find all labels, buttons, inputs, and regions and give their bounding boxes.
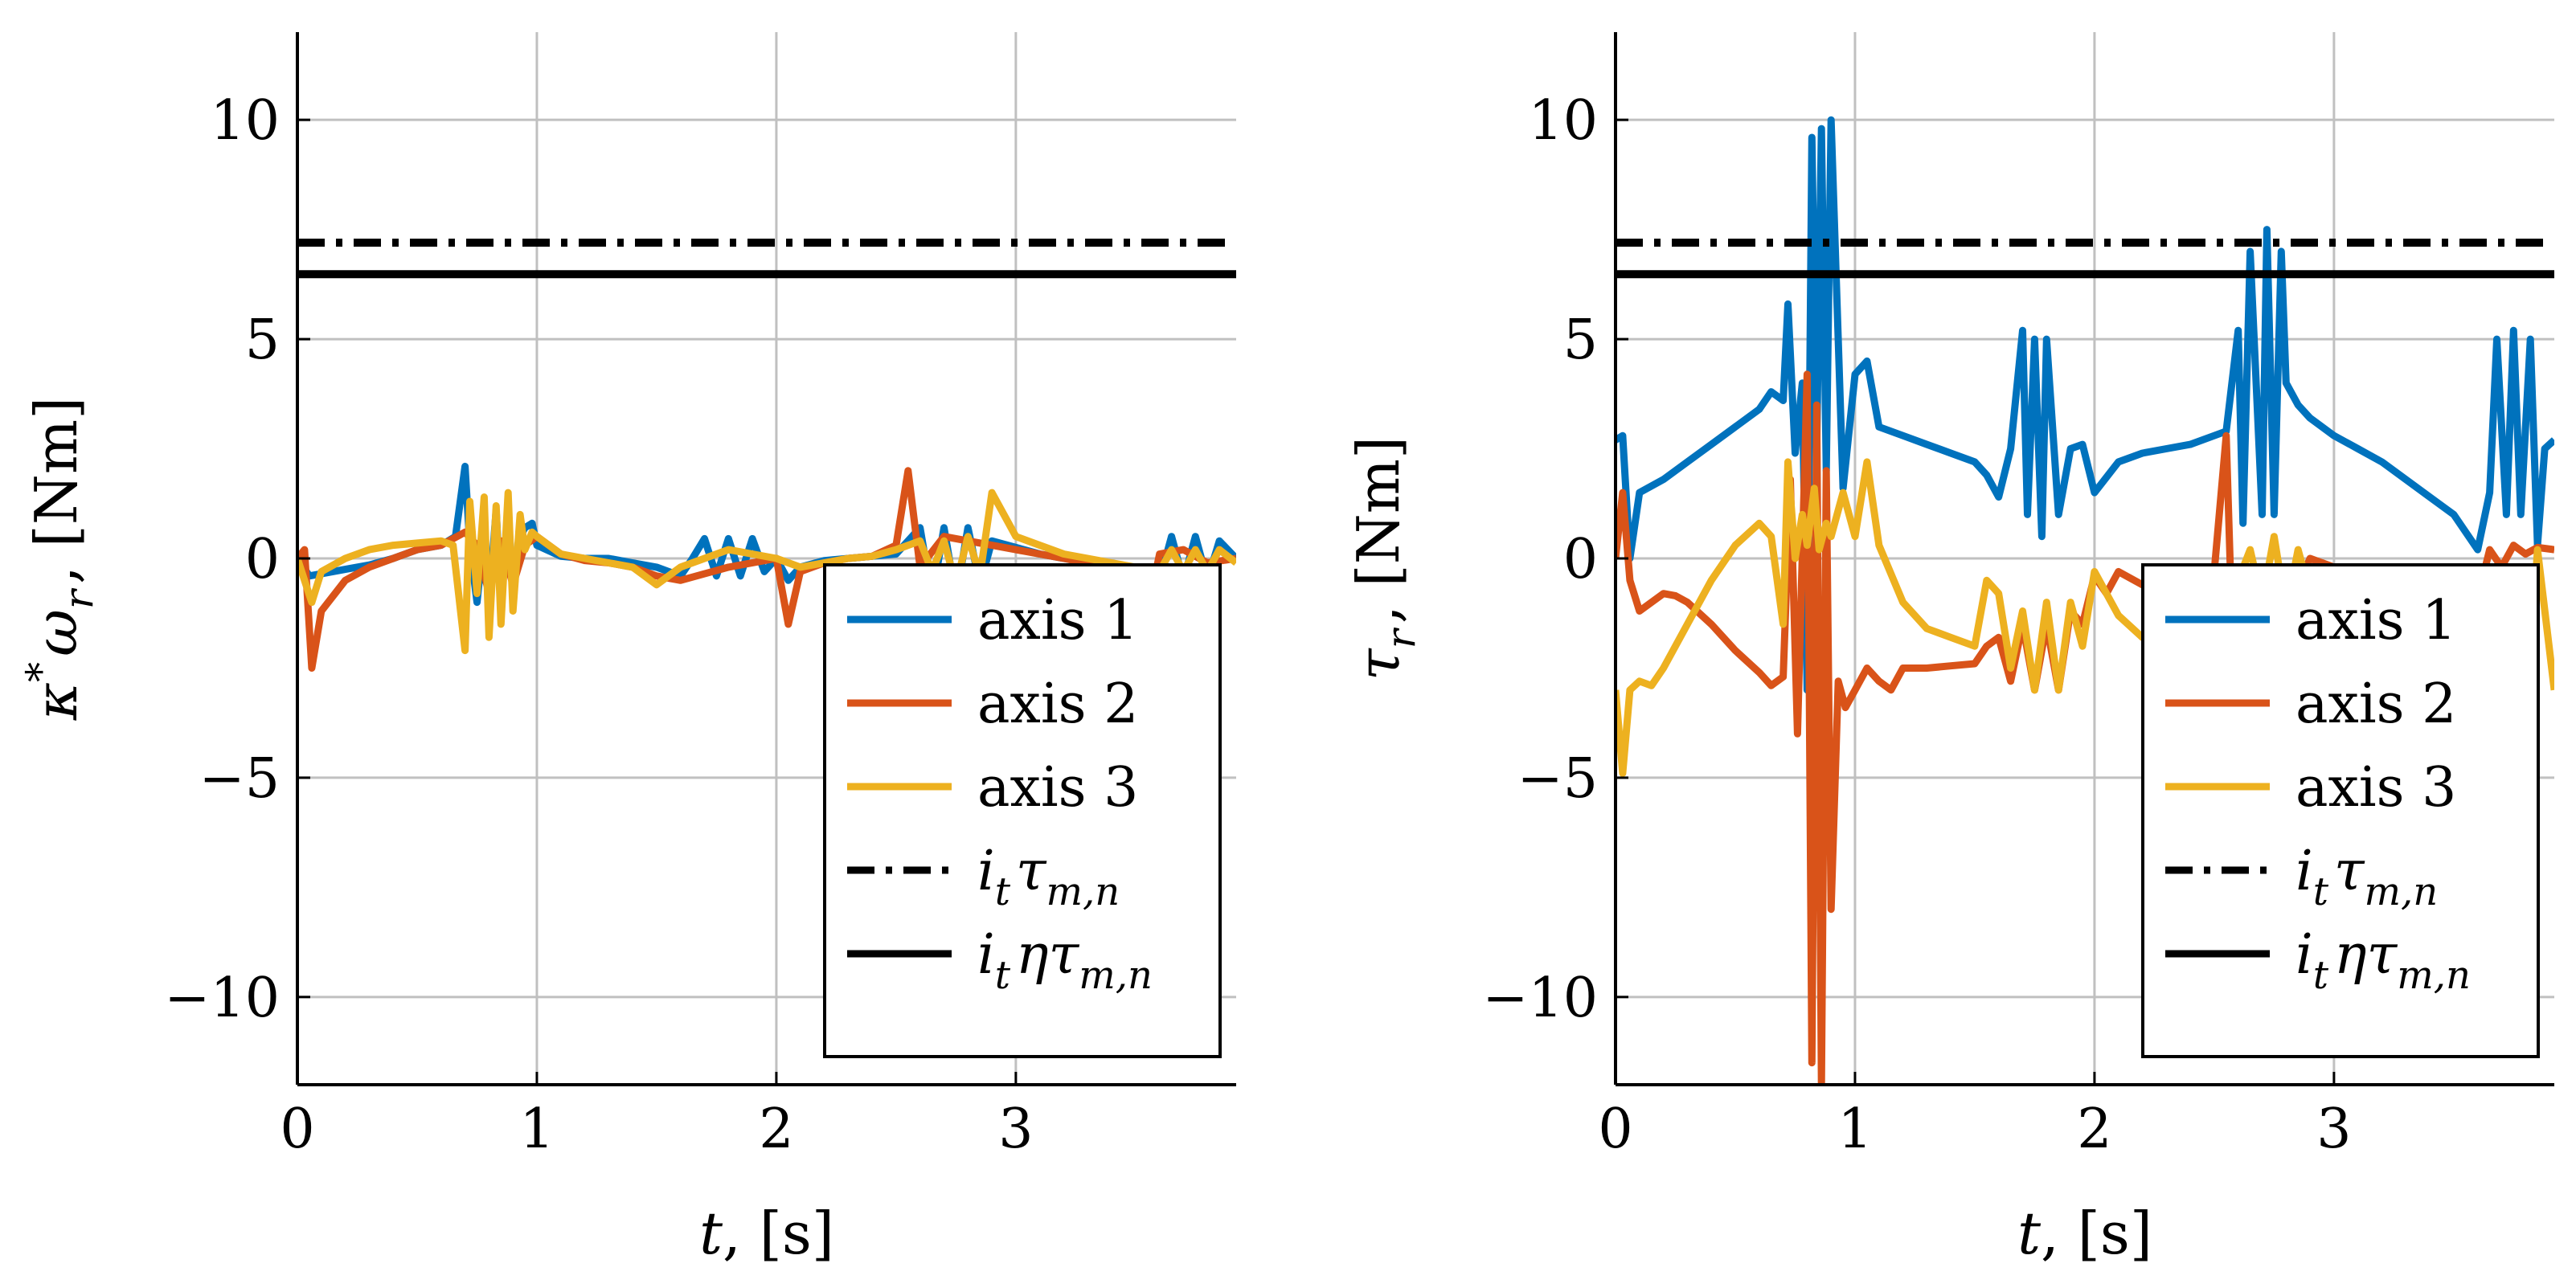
legend-label: axis 2 [977, 673, 1138, 736]
y-tick-label: −10 [1482, 967, 1598, 1030]
legend-label: it τm,n [977, 840, 1125, 914]
x-tick-label: 0 [1598, 1098, 1632, 1161]
legend-label: axis 1 [2295, 589, 2456, 652]
x-tick-label: 2 [759, 1098, 793, 1161]
legend-label: axis 1 [977, 589, 1138, 652]
chart-panel-2: 0 1 2 3 −10 −5 0 5 10 t, [s] τr , [Nm] axis 1 axis 2… [1345, 32, 2554, 1267]
x-tick-label: 1 [519, 1098, 554, 1161]
ticks: 0 1 2 3 −10 −5 0 5 10 [164, 89, 1033, 1161]
x-tick-label: 3 [2316, 1098, 2351, 1161]
legend: axis 1 axis 2 axis 3 it τm,n it ητm,n [2141, 563, 2540, 1058]
series-line-axis-3 [297, 489, 1236, 655]
x-tick-label: 1 [1837, 1098, 1872, 1161]
y-tick-label: 5 [1563, 309, 1598, 372]
x-axis-label: t, [s] [699, 1200, 834, 1267]
y-tick-label: 10 [210, 89, 280, 153]
legend-label: axis 3 [977, 756, 1138, 820]
y-tick-label: −10 [164, 967, 280, 1030]
legend-label: axis 3 [2295, 756, 2456, 820]
legend-box [2141, 563, 2540, 1058]
ticks: 0 1 2 3 −10 −5 0 5 10 [1482, 89, 2351, 1161]
series-line-axis-1 [1616, 116, 2554, 694]
y-tick-label: 5 [245, 309, 280, 372]
legend-box [823, 563, 1222, 1058]
x-tick-label: 3 [998, 1098, 1033, 1161]
series-group [297, 239, 1236, 672]
x-tick-label: 2 [2077, 1098, 2111, 1161]
y-tick-label: 0 [245, 528, 280, 591]
y-axis-label: τr , [Nm] [1345, 436, 1424, 681]
y-axis-label: κ* ωr , [Nm] [18, 397, 102, 721]
y-tick-label: 10 [1528, 89, 1598, 153]
y-tick-label: −5 [1517, 747, 1598, 811]
legend: axis 1 axis 2 axis 3 it τm,n it ητm,n [823, 563, 1222, 1058]
y-tick-label: 0 [1563, 528, 1598, 591]
x-axis-label: t, [s] [2017, 1200, 2152, 1267]
legend-label: it τm,n [2295, 840, 2443, 914]
x-tick-label: 0 [280, 1098, 314, 1161]
legend-label: it ητm,n [977, 923, 1158, 998]
legend-label: axis 2 [2295, 673, 2456, 736]
legend-label: it ητm,n [2295, 923, 2476, 998]
series-line-axis-2 [297, 467, 1236, 672]
y-tick-label: −5 [199, 747, 280, 811]
